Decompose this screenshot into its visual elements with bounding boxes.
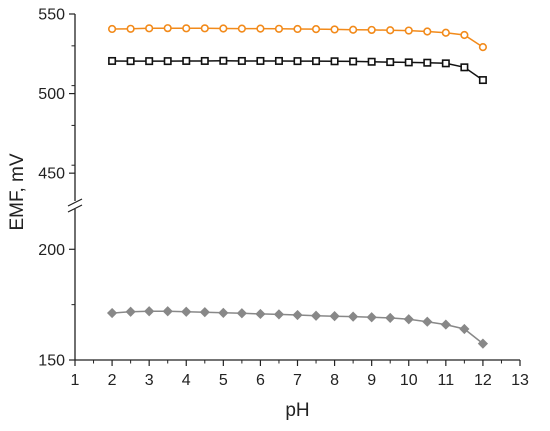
data-point [145, 24, 154, 33]
data-point [367, 25, 376, 35]
series-1 [107, 24, 488, 52]
data-point [219, 24, 228, 33]
data-point [478, 76, 487, 85]
data-point [440, 319, 451, 330]
data-point [273, 309, 285, 320]
data-point [182, 24, 191, 33]
x-tick-label: 9 [367, 372, 376, 389]
data-point [404, 26, 413, 35]
data-point [329, 311, 340, 322]
data-point [349, 57, 358, 66]
data-point [163, 24, 172, 33]
y-tick-label: 150 [38, 353, 65, 370]
data-point [441, 28, 450, 37]
data-point [293, 24, 302, 34]
data-point [367, 57, 376, 66]
data-point [107, 24, 117, 34]
data-point [125, 306, 136, 317]
x-tick-label: 12 [474, 372, 492, 389]
data-point [293, 57, 302, 66]
data-point [312, 57, 321, 66]
x-tick-label: 8 [330, 372, 339, 389]
data-point [423, 27, 432, 36]
data-point [144, 306, 155, 317]
data-point [310, 310, 322, 321]
series-2 [108, 56, 487, 85]
data-point [460, 63, 469, 72]
data-point [200, 56, 209, 65]
x-tick-label: 10 [400, 372, 418, 389]
data-point [348, 311, 359, 322]
data-point [422, 316, 433, 327]
data-point [237, 24, 246, 33]
x-tick-label: 4 [182, 372, 191, 389]
data-point [145, 57, 154, 66]
data-point [330, 57, 339, 66]
data-point [404, 58, 413, 67]
x-tick-label: 2 [108, 372, 117, 389]
data-point [181, 306, 192, 317]
data-point [292, 309, 303, 321]
data-point [236, 308, 247, 319]
data-point [256, 56, 265, 65]
data-point [386, 58, 395, 67]
x-tick-label: 7 [293, 372, 302, 389]
data-point [386, 26, 395, 35]
data-point [199, 307, 210, 318]
y-axis-title: EMF, mV [7, 153, 28, 230]
y-tick-label: 500 [38, 86, 65, 103]
data-point [163, 57, 172, 66]
data-point [126, 57, 135, 66]
data-point [330, 25, 339, 34]
data-point [126, 24, 135, 33]
x-tick-label: 1 [71, 372, 80, 389]
x-tick-label: 5 [219, 372, 228, 389]
plot-area [106, 24, 489, 349]
data-point [385, 312, 396, 324]
data-point [182, 56, 191, 65]
x-tick-label: 3 [145, 372, 154, 389]
data-point [423, 58, 432, 67]
data-point [460, 30, 469, 40]
data-point [274, 24, 284, 33]
y-tick-label: 200 [38, 242, 65, 259]
data-point [255, 308, 266, 320]
x-tick-label: 11 [438, 372, 455, 389]
x-tick-label: 13 [511, 372, 529, 389]
data-point [349, 25, 358, 34]
data-point [219, 56, 228, 65]
data-point [108, 56, 117, 65]
data-point [256, 24, 265, 33]
axis-break-mark [67, 204, 83, 213]
series-3 [106, 306, 489, 349]
data-point [311, 25, 321, 34]
data-point [403, 314, 414, 325]
data-point [237, 56, 246, 65]
y-tick-label: 550 [38, 7, 65, 24]
data-point [162, 306, 173, 317]
x-tick-label: 6 [256, 372, 265, 389]
data-point [274, 56, 283, 65]
y-tick-label: 450 [38, 166, 65, 183]
data-point [478, 43, 488, 52]
data-point [441, 59, 450, 68]
data-point [477, 338, 489, 349]
data-point [218, 307, 229, 318]
data-point [106, 307, 118, 319]
axis-break-mark [67, 198, 83, 207]
data-point [459, 323, 470, 335]
data-point [366, 312, 377, 323]
x-axis-title: pH [285, 400, 309, 421]
data-point [200, 24, 209, 33]
